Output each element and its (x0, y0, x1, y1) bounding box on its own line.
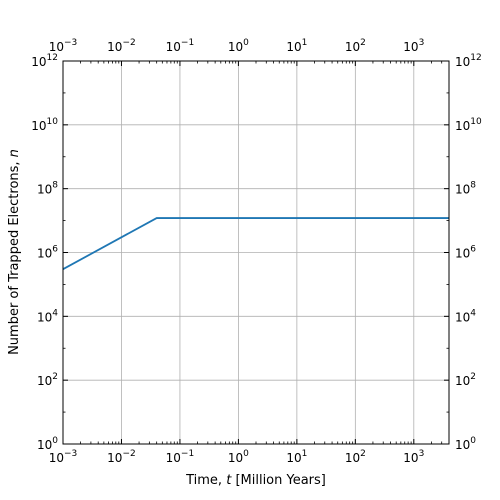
x-tick-label-top-base: 10 (403, 40, 418, 54)
y-tick-label-right-exponent: 8 (470, 181, 476, 191)
x-tick-label-top: 10−3 (49, 38, 78, 54)
x-tick-label-bottom-base: 10 (345, 451, 360, 465)
tick-labels: 10−310−310−210−210−110−11001001011011021… (31, 38, 482, 465)
grid-lines (63, 61, 449, 444)
x-tick-label-top-exponent: −1 (181, 38, 194, 48)
y-axis-label-variable: n (7, 149, 22, 157)
x-tick-label-bottom-exponent: −3 (64, 449, 77, 459)
x-tick-label-top-base: 10 (345, 40, 360, 54)
x-tick-label-bottom-base: 10 (107, 451, 122, 465)
y-tick-label-left: 106 (37, 245, 58, 261)
x-tick-label-top-exponent: −2 (122, 38, 135, 48)
x-tick-label-top-base: 10 (228, 40, 243, 54)
y-tick-label-left-base: 10 (31, 119, 46, 133)
x-tick-label-bottom-exponent: 0 (243, 449, 249, 459)
series-layer (62, 217, 449, 270)
y-tick-label-left: 104 (37, 308, 58, 324)
x-tick-label-bottom-exponent: 3 (419, 449, 425, 459)
y-tick-label-right: 106 (455, 245, 476, 261)
x-tick-label-bottom-exponent: −1 (181, 449, 194, 459)
y-tick-label-right-base: 10 (455, 247, 470, 261)
x-tick-label-top: 100 (228, 38, 249, 54)
x-axis-label-variable: t (226, 473, 232, 488)
y-tick-label-right: 1012 (455, 53, 482, 69)
y-axis-label: Number of Trapped Electrons, n (7, 149, 22, 355)
y-tick-label-right-exponent: 12 (470, 53, 481, 63)
x-tick-label-top-base: 10 (49, 40, 64, 54)
x-tick-label-top-exponent: 3 (419, 38, 425, 48)
x-tick-label-bottom: 100 (228, 449, 249, 465)
x-tick-label-top-exponent: −3 (64, 38, 77, 48)
y-tick-label-left-base: 10 (37, 374, 52, 388)
x-tick-label-bottom: 10−2 (107, 449, 136, 465)
x-tick-label-top-exponent: 0 (243, 38, 249, 48)
y-tick-label-right-exponent: 10 (470, 117, 482, 127)
y-tick-label-left-exponent: 10 (47, 117, 59, 127)
y-tick-label-left-exponent: 0 (52, 436, 58, 446)
x-tick-label-top-base: 10 (107, 40, 122, 54)
x-tick-label-bottom-base: 10 (286, 451, 301, 465)
x-tick-label-bottom: 102 (345, 449, 366, 465)
x-axis-label: Time, t [Million Years] (185, 473, 326, 488)
y-tick-label-left: 108 (37, 181, 58, 197)
x-axis-label-suffix: [Million Years] (231, 473, 326, 488)
x-tick-label-top: 10−1 (166, 38, 195, 54)
y-tick-label-right-base: 10 (455, 183, 470, 197)
series-line-1 (62, 217, 449, 270)
x-tick-label-bottom-base: 10 (166, 451, 181, 465)
x-tick-label-bottom-base: 10 (228, 451, 243, 465)
y-tick-label-left-exponent: 12 (47, 53, 58, 63)
y-tick-label-left-base: 10 (37, 310, 52, 324)
y-tick-label-left-base: 10 (37, 183, 52, 197)
x-tick-label-bottom-exponent: 1 (302, 449, 308, 459)
y-tick-label-left: 1012 (31, 53, 58, 69)
x-tick-label-top: 10−2 (107, 38, 136, 54)
y-tick-label-right: 1010 (455, 117, 482, 133)
x-tick-label-bottom-exponent: −2 (122, 449, 135, 459)
y-tick-label-right: 108 (455, 181, 476, 197)
x-tick-label-top: 101 (286, 38, 307, 54)
y-tick-label-left-base: 10 (31, 55, 46, 69)
y-tick-label-right-exponent: 4 (470, 308, 476, 318)
x-tick-label-bottom-exponent: 2 (360, 449, 366, 459)
y-tick-label-left-exponent: 6 (52, 245, 58, 255)
y-tick-label-left: 1010 (31, 117, 58, 133)
x-tick-label-top-exponent: 2 (360, 38, 366, 48)
y-tick-label-left-exponent: 4 (52, 308, 58, 318)
x-tick-label-top: 102 (345, 38, 366, 54)
x-tick-label-top-base: 10 (166, 40, 181, 54)
plot-frame (62, 60, 450, 445)
y-tick-label-left: 100 (37, 436, 58, 452)
x-tick-label-bottom: 10−3 (49, 449, 78, 465)
x-tick-label-top-base: 10 (286, 40, 301, 54)
y-tick-label-right: 102 (455, 372, 476, 388)
y-tick-label-right-base: 10 (455, 119, 470, 133)
y-axis-label-prefix: Number of Trapped Electrons, (7, 157, 22, 355)
y-tick-label-left-base: 10 (37, 247, 52, 261)
y-tick-label-right-exponent: 6 (470, 245, 476, 255)
x-tick-label-bottom-base: 10 (49, 451, 64, 465)
x-tick-label-bottom: 10−1 (166, 449, 195, 465)
y-tick-label-left-base: 10 (37, 438, 52, 452)
y-tick-label-right-base: 10 (455, 438, 470, 452)
y-tick-label-right: 100 (455, 436, 476, 452)
y-tick-label-right-base: 10 (455, 310, 470, 324)
y-tick-label-right-exponent: 2 (470, 372, 476, 382)
y-tick-label-left-exponent: 2 (52, 372, 58, 382)
x-tick-label-bottom-base: 10 (403, 451, 418, 465)
x-tick-label-top-exponent: 1 (302, 38, 308, 48)
x-tick-label-top: 103 (403, 38, 424, 54)
x-tick-label-bottom: 103 (403, 449, 424, 465)
y-tick-label-right-base: 10 (455, 55, 470, 69)
y-tick-label-right-base: 10 (455, 374, 470, 388)
y-tick-label-right: 104 (455, 308, 476, 324)
y-tick-label-left: 102 (37, 372, 58, 388)
x-axis-label-prefix: Time, (185, 473, 226, 488)
y-tick-label-right-exponent: 0 (470, 436, 476, 446)
y-tick-label-left-exponent: 8 (52, 181, 58, 191)
x-tick-label-bottom: 101 (286, 449, 307, 465)
